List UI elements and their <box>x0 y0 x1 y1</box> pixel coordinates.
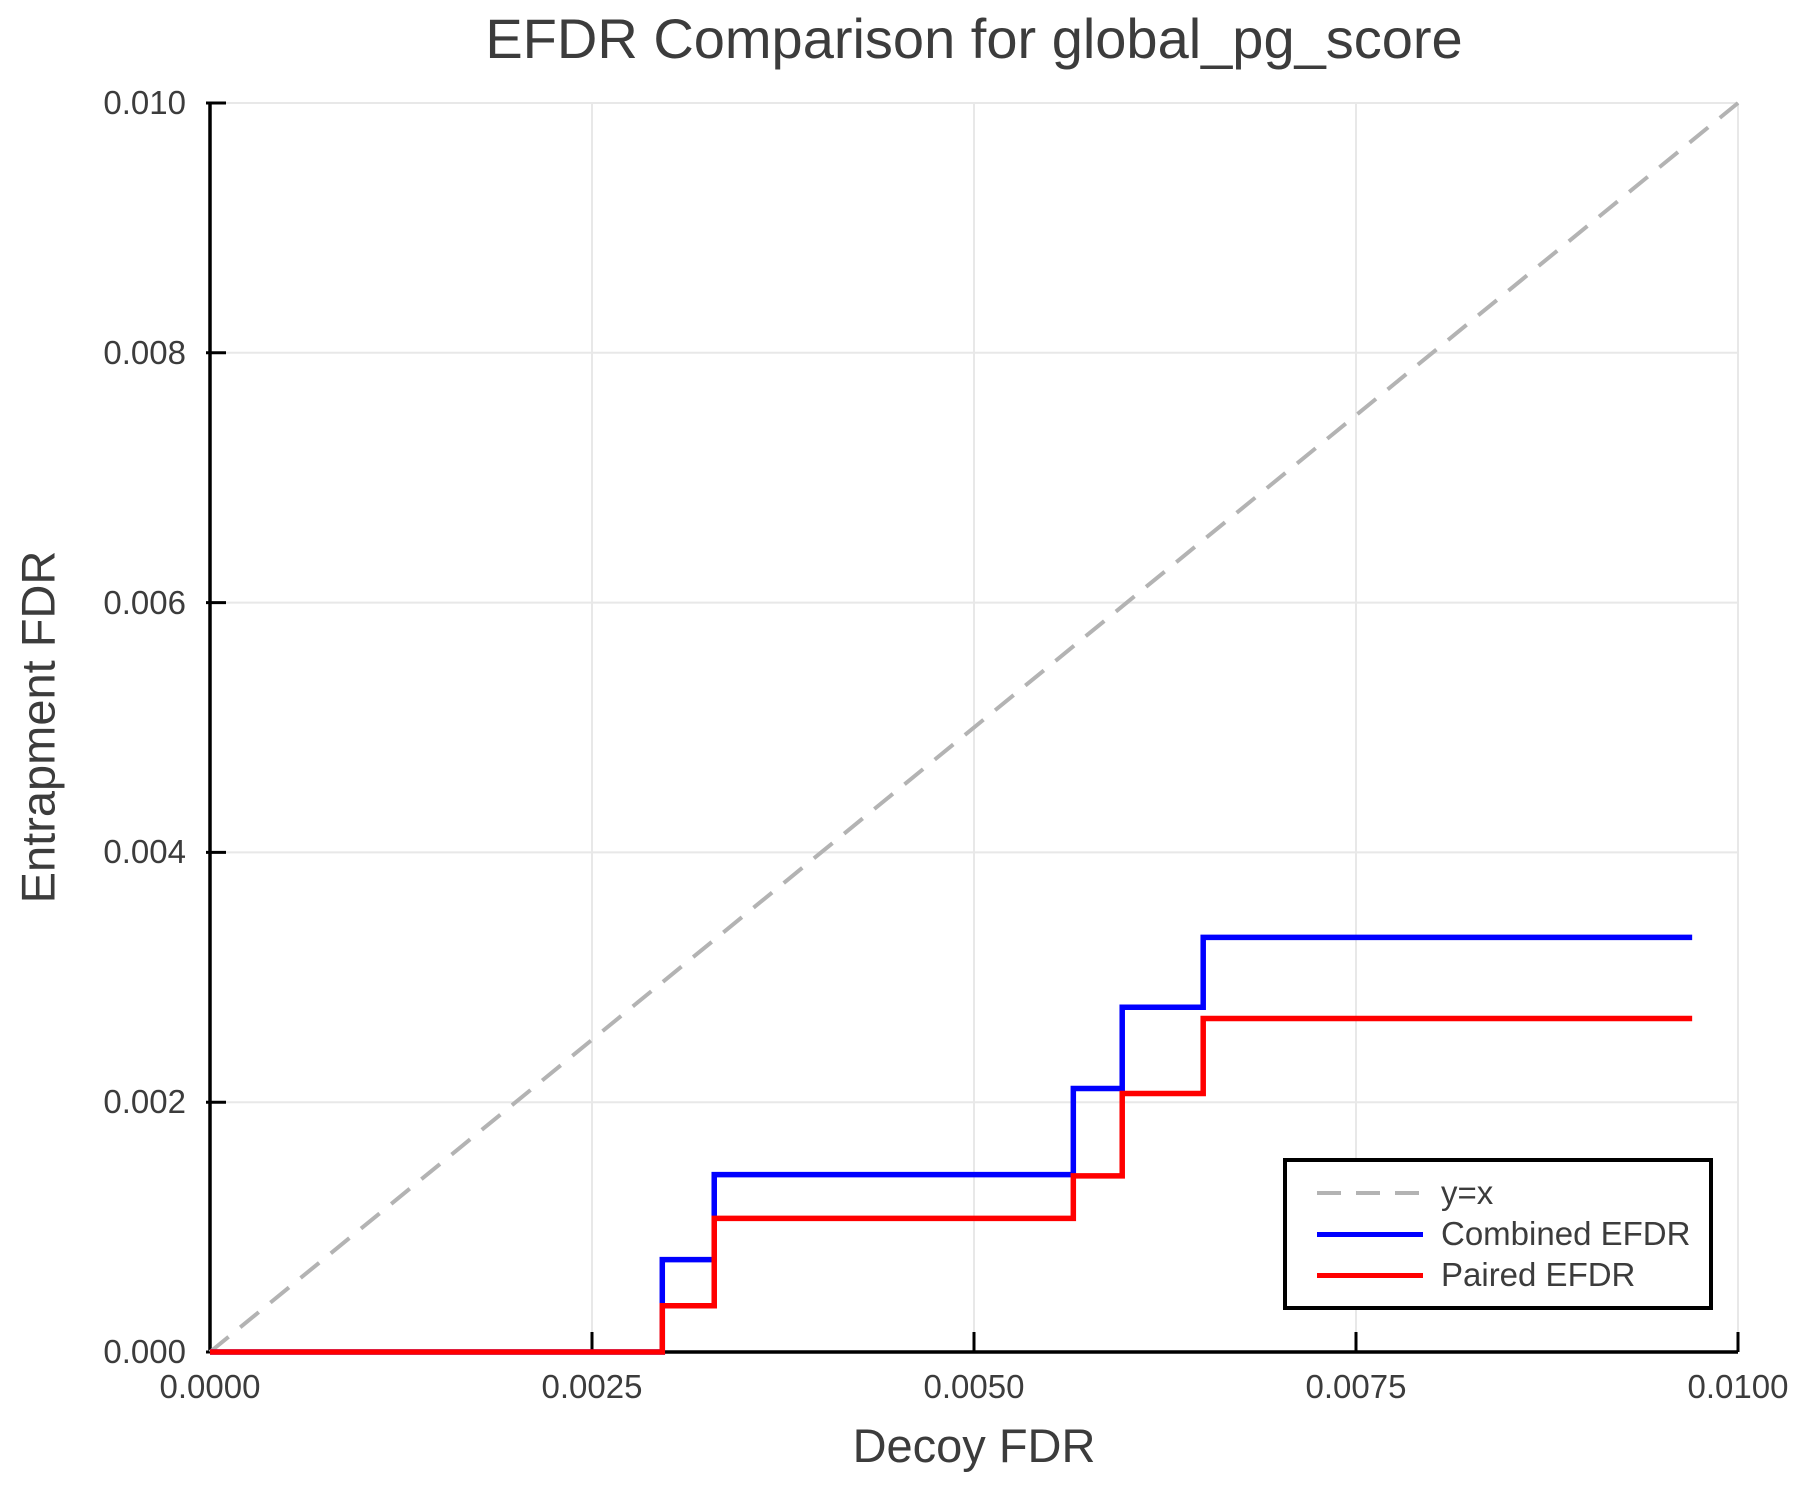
y-tick-label: 0.002 <box>103 1083 186 1121</box>
red-line-sample <box>1317 1272 1423 1278</box>
legend-item-combined-efdr: Combined EFDR <box>1317 1215 1709 1253</box>
x-tick-label: 0.0050 <box>923 1368 1025 1405</box>
x-tick-label: 0.0075 <box>1305 1368 1407 1405</box>
y-tick-label: 0.006 <box>103 583 186 621</box>
x-tick-label: 0.0000 <box>159 1368 261 1405</box>
blue-line-sample <box>1317 1231 1423 1237</box>
y-tick-label: 0.004 <box>103 833 186 871</box>
x-axis-label: Decoy FDR <box>852 1419 1096 1472</box>
legend-label: Combined EFDR <box>1441 1215 1691 1252</box>
series-line-y-x <box>208 101 1740 1354</box>
y-tick-label: 0.008 <box>103 333 186 371</box>
legend-item-y-equals-x: y=x <box>1317 1174 1709 1212</box>
series-line-combined-efdr <box>210 934 1693 1355</box>
dashed-line-sample <box>1317 1191 1423 1195</box>
legend-item-paired-efdr: Paired EFDR <box>1317 1256 1709 1294</box>
series-line-paired-efdr <box>210 1015 1693 1355</box>
x-tick-label: 0.0100 <box>1687 1368 1789 1405</box>
legend-label: Paired EFDR <box>1441 1256 1636 1293</box>
y-tick-label: 0.010 <box>103 84 186 121</box>
legend: y=x Combined EFDR Paired EFDR <box>1283 1158 1713 1310</box>
chart-title: EFDR Comparison for global_pg_score <box>485 7 1463 70</box>
legend-label: y=x <box>1441 1174 1494 1211</box>
y-tick-label: 0.000 <box>103 1333 186 1370</box>
x-tick-label: 0.0025 <box>541 1368 643 1405</box>
